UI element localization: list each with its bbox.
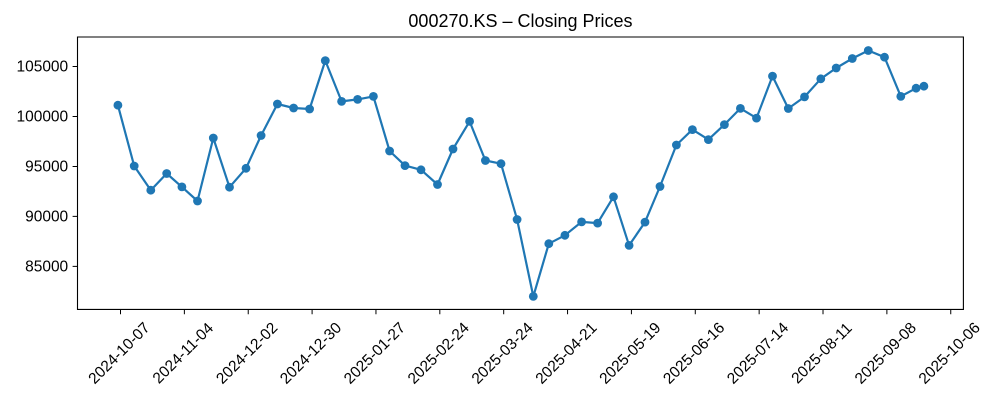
svg-text:90000: 90000	[25, 209, 68, 226]
svg-text:105000: 105000	[16, 59, 68, 76]
svg-text:85000: 85000	[25, 259, 68, 276]
svg-text:95000: 95000	[25, 159, 68, 176]
svg-text:000270.KS – Closing Prices: 000270.KS – Closing Prices	[408, 11, 632, 31]
svg-text:100000: 100000	[16, 109, 68, 126]
